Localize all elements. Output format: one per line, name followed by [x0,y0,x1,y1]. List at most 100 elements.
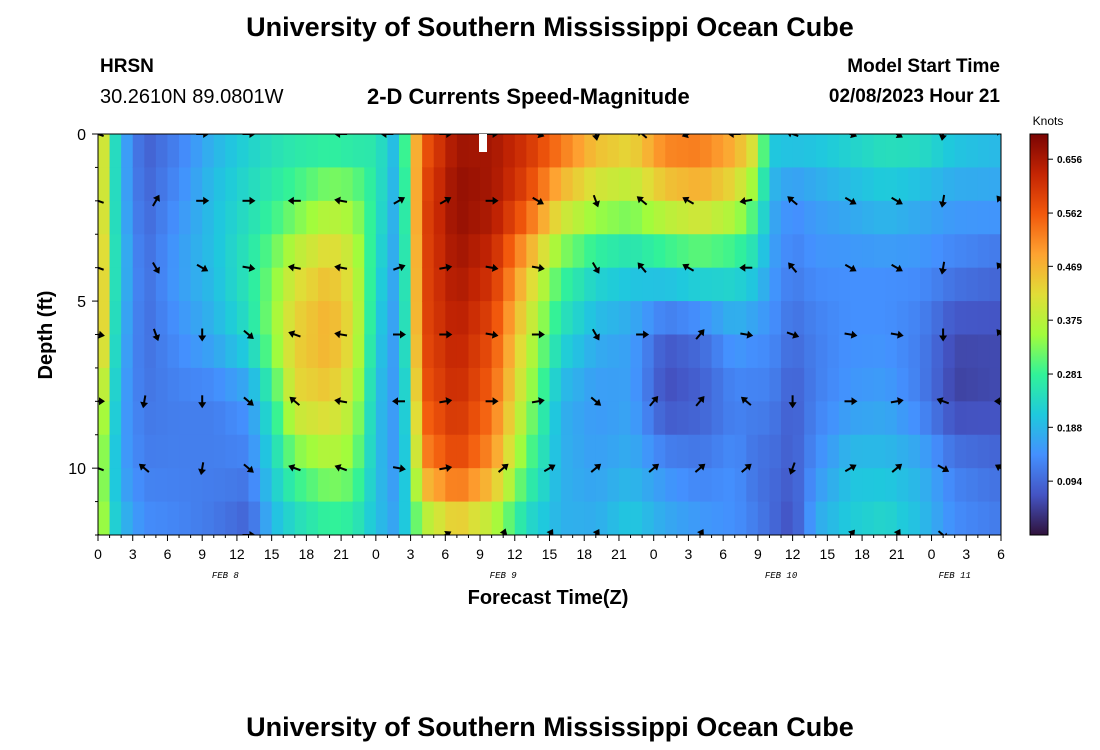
heatmap-cell [445,167,458,202]
current-vector-arrow [98,397,105,406]
heatmap-cell [468,468,481,503]
heatmap-cell [121,401,134,436]
heatmap-cell [456,167,470,202]
heatmap-cell [653,468,666,503]
current-vector-arrow [334,263,348,272]
heatmap-cell [433,401,446,436]
heatmap-cell [931,301,944,336]
x-tick-label: 21 [333,546,349,562]
heatmap-cell [260,267,273,302]
current-vector-arrow [844,263,857,272]
heatmap-cell [977,267,991,302]
heatmap-cell [908,367,921,402]
current-vector-arrow [844,464,857,473]
heatmap-cell [781,334,794,369]
heatmap-cell [757,267,771,302]
heatmap-cell [294,434,307,469]
heatmap-cell [121,200,134,235]
heatmap-cell [283,134,296,169]
heatmap-cell [549,401,562,436]
current-vector-arrow [334,134,348,138]
heatmap-cell [155,367,169,402]
current-vector-arrow [591,262,600,274]
heatmap-cell [792,334,805,369]
heatmap-cell [769,200,782,235]
heatmap-cell [595,367,608,402]
heatmap-cell [306,401,319,436]
current-vector-arrow [788,462,797,475]
heatmap-cell [213,167,226,202]
heatmap-cell [607,468,620,503]
heatmap-cell [896,167,909,202]
heatmap-cell [873,267,886,302]
heatmap-cell [815,267,828,302]
heatmap-cell [700,334,713,369]
heatmap-cell [676,468,690,503]
heatmap-cell [804,301,817,336]
heatmap-cell [225,434,238,469]
heatmap-cell [711,167,724,202]
heatmap-cell [144,200,157,235]
heatmap-cell [98,234,111,269]
heatmap-cell [190,401,203,436]
heatmap-cell [294,234,307,269]
heatmap-cell [294,267,307,302]
heatmap-cell [167,267,180,302]
heatmap-cell [757,234,771,269]
heatmap-cell [399,134,412,169]
heatmap-cell [943,501,956,535]
heatmap-cell [375,200,389,235]
current-vector-arrow [196,263,209,272]
heatmap-cell [283,434,296,469]
heatmap-cell [885,267,898,302]
heatmap-cell [700,367,713,402]
heatmap-cell [213,134,226,169]
heatmap-cell [456,468,470,503]
heatmap-cell [144,434,157,469]
heatmap-cell [109,501,122,535]
heatmap-cell [931,134,944,169]
heatmap-cell [132,367,145,402]
x-tick-label: 3 [685,546,693,562]
heatmap-cell [966,134,979,169]
heatmap-cell [931,200,944,235]
heatmap-cell [202,200,215,235]
heatmap-cell [838,434,852,469]
heatmap-cell [862,267,875,302]
heatmap-cell [144,501,157,535]
heatmap-cell [236,468,250,503]
heatmap-cell [977,167,991,202]
y-tick-label: 5 [77,294,86,311]
heatmap-cell [341,167,354,202]
heatmap-cell [537,334,551,369]
heatmap-cell [653,200,666,235]
heatmap-cell [862,434,875,469]
colorbar: Knots 0.094 0.188 0.281 0.375 0.469 0.562 0.65… [1029,114,1082,536]
axes: 0 3 6 9 12 15 18 21 0 3 6 9 12 15 18 21 0 3 6 9 12 15 18 21 0 3 6 F… [68,127,1005,581]
heatmap-cell [584,301,597,336]
current-vector-arrow [152,194,160,207]
heatmap-cell [804,134,817,169]
heatmap-cell [387,200,400,235]
heatmap-cell [966,367,979,402]
heatmap-cell [746,167,759,202]
heatmap-cell [352,367,365,402]
heatmap-cell [723,134,736,169]
current-vector-arrow [788,395,797,409]
heatmap-cell [607,334,620,369]
heatmap-cell [433,468,446,503]
heatmap-cell [248,468,261,503]
heatmap-cell [630,468,643,503]
heatmap-cell [144,367,157,402]
x-tick-label: 6 [164,546,172,562]
heatmap-cell [445,367,458,402]
heatmap-cell [503,234,516,269]
heatmap-cell [931,401,944,436]
heatmap-cell [954,334,967,369]
heatmap-cell [954,301,967,336]
heatmap-cell [537,134,551,169]
heatmap-cell [838,401,852,436]
heatmap-cell [480,501,493,535]
heatmap-cell [642,267,655,302]
heatmap-cell [688,367,701,402]
